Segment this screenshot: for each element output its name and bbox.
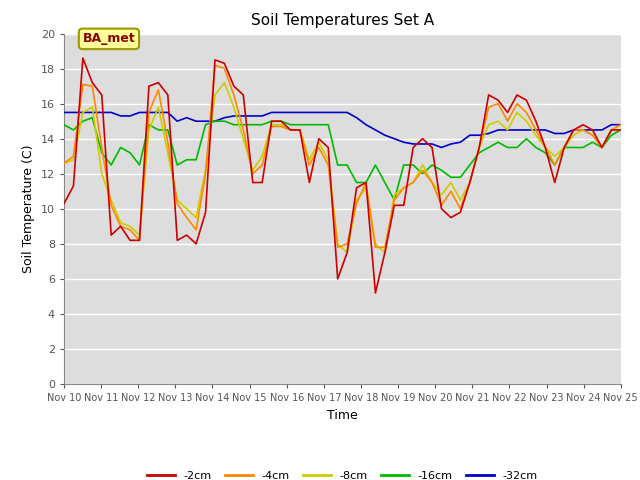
Text: BA_met: BA_met (83, 32, 135, 46)
Legend: -2cm, -4cm, -8cm, -16cm, -32cm: -2cm, -4cm, -8cm, -16cm, -32cm (142, 467, 543, 480)
Y-axis label: Soil Temperature (C): Soil Temperature (C) (22, 144, 35, 273)
Title: Soil Temperatures Set A: Soil Temperatures Set A (251, 13, 434, 28)
X-axis label: Time: Time (327, 408, 358, 421)
